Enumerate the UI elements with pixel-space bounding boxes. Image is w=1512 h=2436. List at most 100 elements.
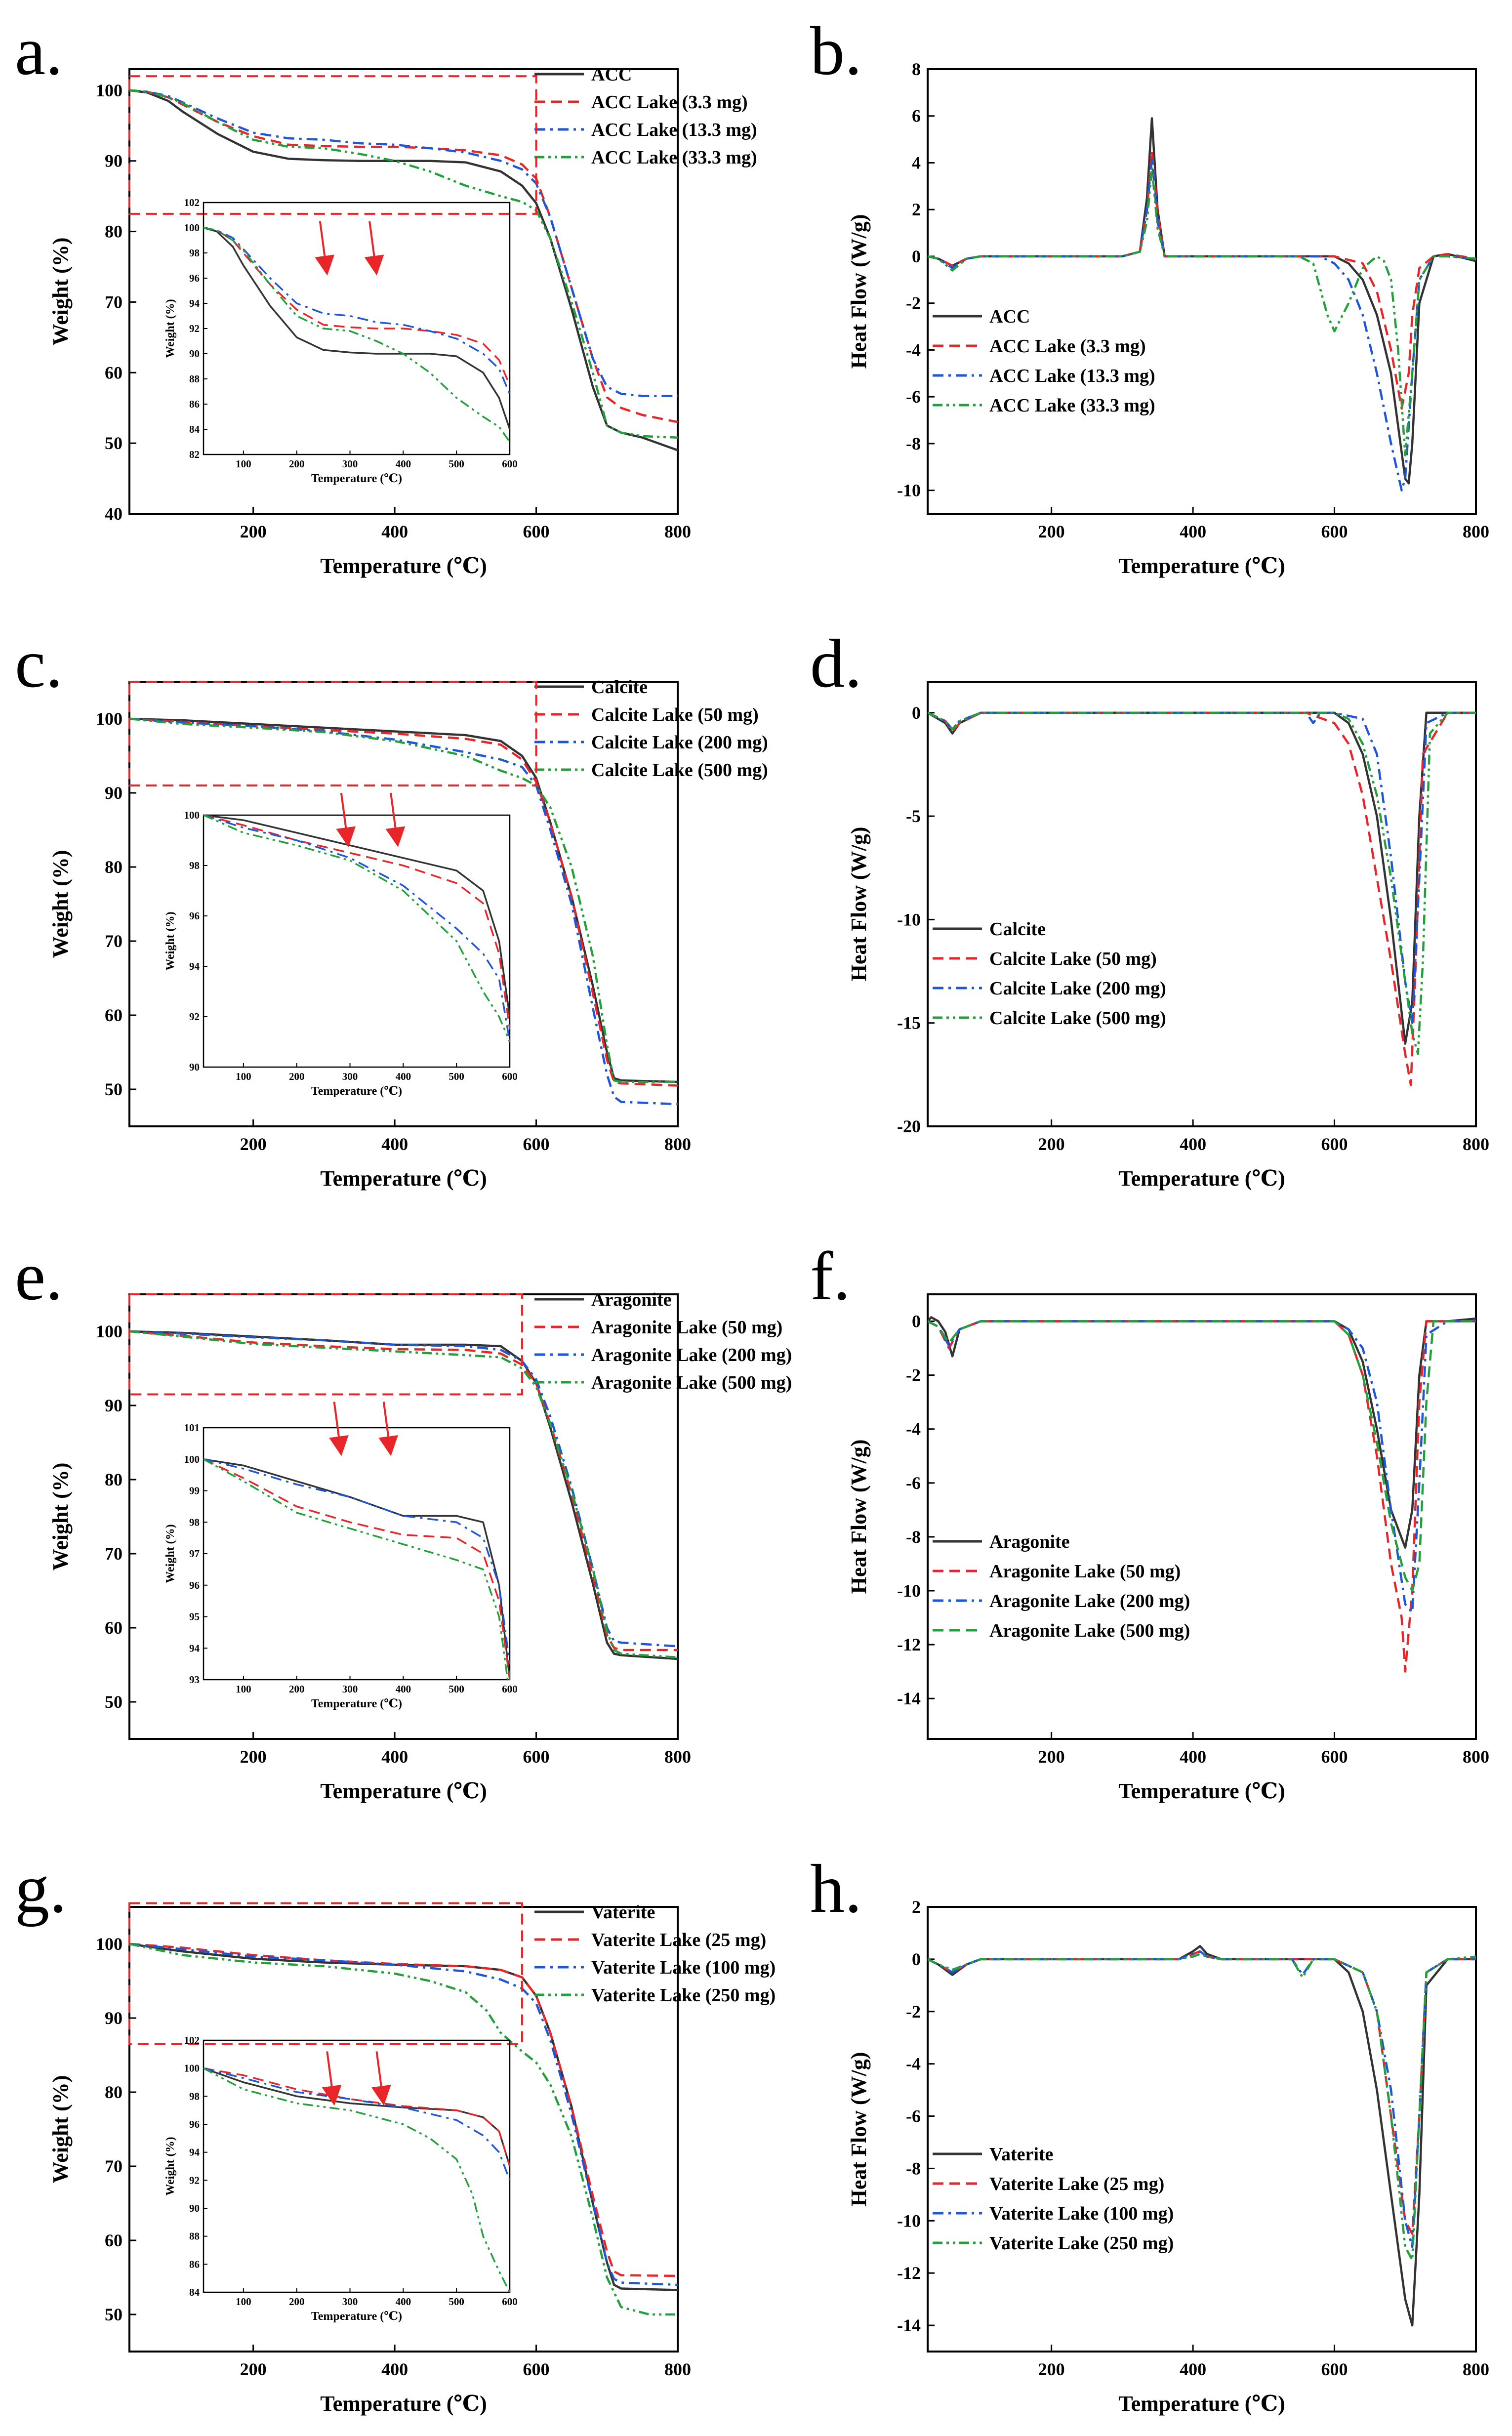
x-tick-label: 400 — [1180, 2359, 1206, 2379]
legend-label: Calcite Lake (50 mg) — [591, 704, 759, 725]
plot-frame — [128, 68, 679, 515]
legend-label: ACC — [591, 64, 632, 85]
zoom-box — [128, 681, 537, 786]
inset-x-tick-label: 500 — [449, 1071, 464, 1082]
panel-letter: f. — [810, 1238, 851, 1315]
x-axis-label: Temperature (℃) — [1118, 2392, 1285, 2416]
series-line-4 — [928, 711, 1476, 1055]
series-line-2 — [129, 1942, 678, 2277]
inset-y-tick-label: 96 — [189, 1579, 200, 1591]
legend: Calcite Calcite Lake (50 mg) Calcite Lake … — [534, 677, 768, 781]
inset-frame — [203, 202, 511, 455]
y-tick-label: 100 — [96, 1934, 123, 1954]
inset-x-axis-label: Temperature (℃) — [311, 1085, 402, 1098]
legend-label: Aragonite — [591, 1289, 672, 1310]
y-tick-label: 4 — [912, 153, 921, 172]
series-line-1 — [129, 717, 678, 1083]
inset-x-tick-label: 100 — [236, 1683, 251, 1695]
inset-x-tick-label: 200 — [289, 1071, 305, 1082]
chart-panel-g: g. 200 400 600 800 50 60 70 80 90 100 Temperature (… — [15, 1851, 776, 2416]
inset-series-group — [204, 815, 510, 1042]
legend-label: Calcite Lake (500 mg) — [591, 760, 768, 781]
inset: 100 200 300 400 500 600 93 94 95 96 97 98 99 100 101 Te… — [164, 1422, 518, 1710]
legend-label: Aragonite — [989, 1531, 1070, 1552]
x-tick-label: 200 — [240, 1134, 267, 1154]
chart-panel-e: e. 200 400 600 800 50 60 70 80 90 100 Temperature (… — [15, 1238, 792, 1803]
y-tick-label: 60 — [105, 1005, 123, 1025]
inset-x-tick-label: 100 — [236, 458, 251, 470]
inset-y-tick-label: 95 — [189, 1611, 200, 1623]
inset-series-group — [204, 1458, 510, 1680]
inset-x-tick-label: 500 — [449, 2296, 464, 2308]
chart-panel-b: b. 200 400 600 800 -10 -8 -6 -4 -2 0 2 4 6 8 Temperatur… — [810, 13, 1489, 578]
y-tick-label: 70 — [105, 931, 123, 951]
y-tick-label: 70 — [105, 1544, 123, 1564]
red-arrow — [385, 792, 406, 847]
x-axis-label: Temperature (℃) — [320, 554, 487, 578]
y-tick-label: -10 — [897, 909, 921, 929]
panel-letter: g. — [15, 1851, 67, 1927]
x-tick-label: 600 — [523, 1134, 550, 1154]
inset-y-tick-label: 94 — [189, 2147, 200, 2158]
inset-series-line-2 — [204, 1458, 510, 1680]
legend-label: Aragonite Lake (50 mg) — [591, 1317, 782, 1338]
x-tick-label: 600 — [523, 1747, 550, 1767]
x-tick-label: 600 — [1321, 522, 1348, 541]
y-tick-label: 6 — [912, 106, 921, 126]
y-axis-label: Heat Flow (W/g) — [847, 827, 871, 982]
legend-label: Vaterite Lake (250 mg) — [989, 2233, 1174, 2254]
inset-y-tick-label: 92 — [189, 323, 200, 334]
y-tick-label: 80 — [105, 222, 123, 242]
series-group — [928, 1316, 1476, 1673]
series-line-4 — [129, 717, 678, 1083]
y-tick-label: 60 — [105, 1618, 123, 1638]
inset-y-tick-label: 84 — [189, 423, 200, 435]
series-line-4 — [129, 89, 678, 439]
x-tick-label: 800 — [664, 2359, 691, 2379]
inset-y-tick-label: 100 — [184, 809, 200, 821]
y-tick-label: -8 — [906, 2158, 921, 2178]
inset-series-line-3 — [204, 815, 510, 1042]
inset-x-tick-label: 200 — [289, 458, 305, 470]
inset-y-tick-label: 94 — [189, 1642, 200, 1654]
x-tick-label: 600 — [1321, 1134, 1348, 1154]
inset-y-tick-label: 98 — [189, 1516, 200, 1528]
inset-x-tick-label: 100 — [236, 2296, 251, 2308]
y-tick-label: 60 — [105, 363, 123, 382]
series-group — [928, 1945, 1476, 2327]
legend: Calcite Calcite Lake (50 mg) Calcite Lake … — [933, 919, 1166, 1029]
legend: ACC ACC Lake (3.3 mg) ACC Lake (13.3 mg) AC… — [534, 64, 757, 168]
x-axis-label: Temperature (℃) — [320, 2392, 487, 2416]
legend-label: ACC Lake (13.3 mg) — [591, 120, 757, 140]
series-group — [129, 1330, 678, 1660]
series-line-3 — [928, 711, 1476, 1024]
inset-series-line-3 — [204, 2067, 510, 2181]
x-tick-label: 400 — [381, 1747, 408, 1767]
inset-x-tick-label: 300 — [342, 2296, 358, 2308]
legend-label: ACC Lake (33.3 mg) — [989, 395, 1155, 416]
y-tick-label: -5 — [906, 806, 921, 826]
inset-x-tick-label: 600 — [502, 1071, 518, 1082]
y-tick-label: -14 — [897, 1689, 921, 1708]
inset-y-tick-label: 94 — [189, 960, 200, 972]
legend-label: ACC — [989, 306, 1030, 327]
inset-series-line-1 — [204, 2067, 510, 2167]
inset-series-line-4 — [204, 1458, 509, 1680]
panel-letter: b. — [810, 13, 862, 89]
red-arrow — [364, 221, 384, 276]
x-tick-label: 800 — [664, 522, 691, 541]
inset-y-tick-label: 97 — [189, 1548, 200, 1560]
inset-x-tick-label: 300 — [342, 1683, 358, 1695]
x-axis-label: Temperature (℃) — [1118, 554, 1285, 578]
y-tick-label: 80 — [105, 857, 123, 877]
x-tick-label: 400 — [1180, 1747, 1206, 1767]
inset-y-tick-label: 82 — [189, 449, 200, 460]
y-tick-label: 40 — [105, 504, 123, 524]
series-group — [928, 117, 1476, 492]
y-tick-label: 100 — [96, 709, 123, 729]
legend-label: Vaterite Lake (250 mg) — [591, 1985, 776, 2006]
inset-y-tick-label: 100 — [184, 1453, 200, 1465]
x-tick-label: 800 — [1463, 2359, 1489, 2379]
red-arrow — [322, 2051, 342, 2106]
inset-x-tick-label: 400 — [396, 1683, 411, 1695]
